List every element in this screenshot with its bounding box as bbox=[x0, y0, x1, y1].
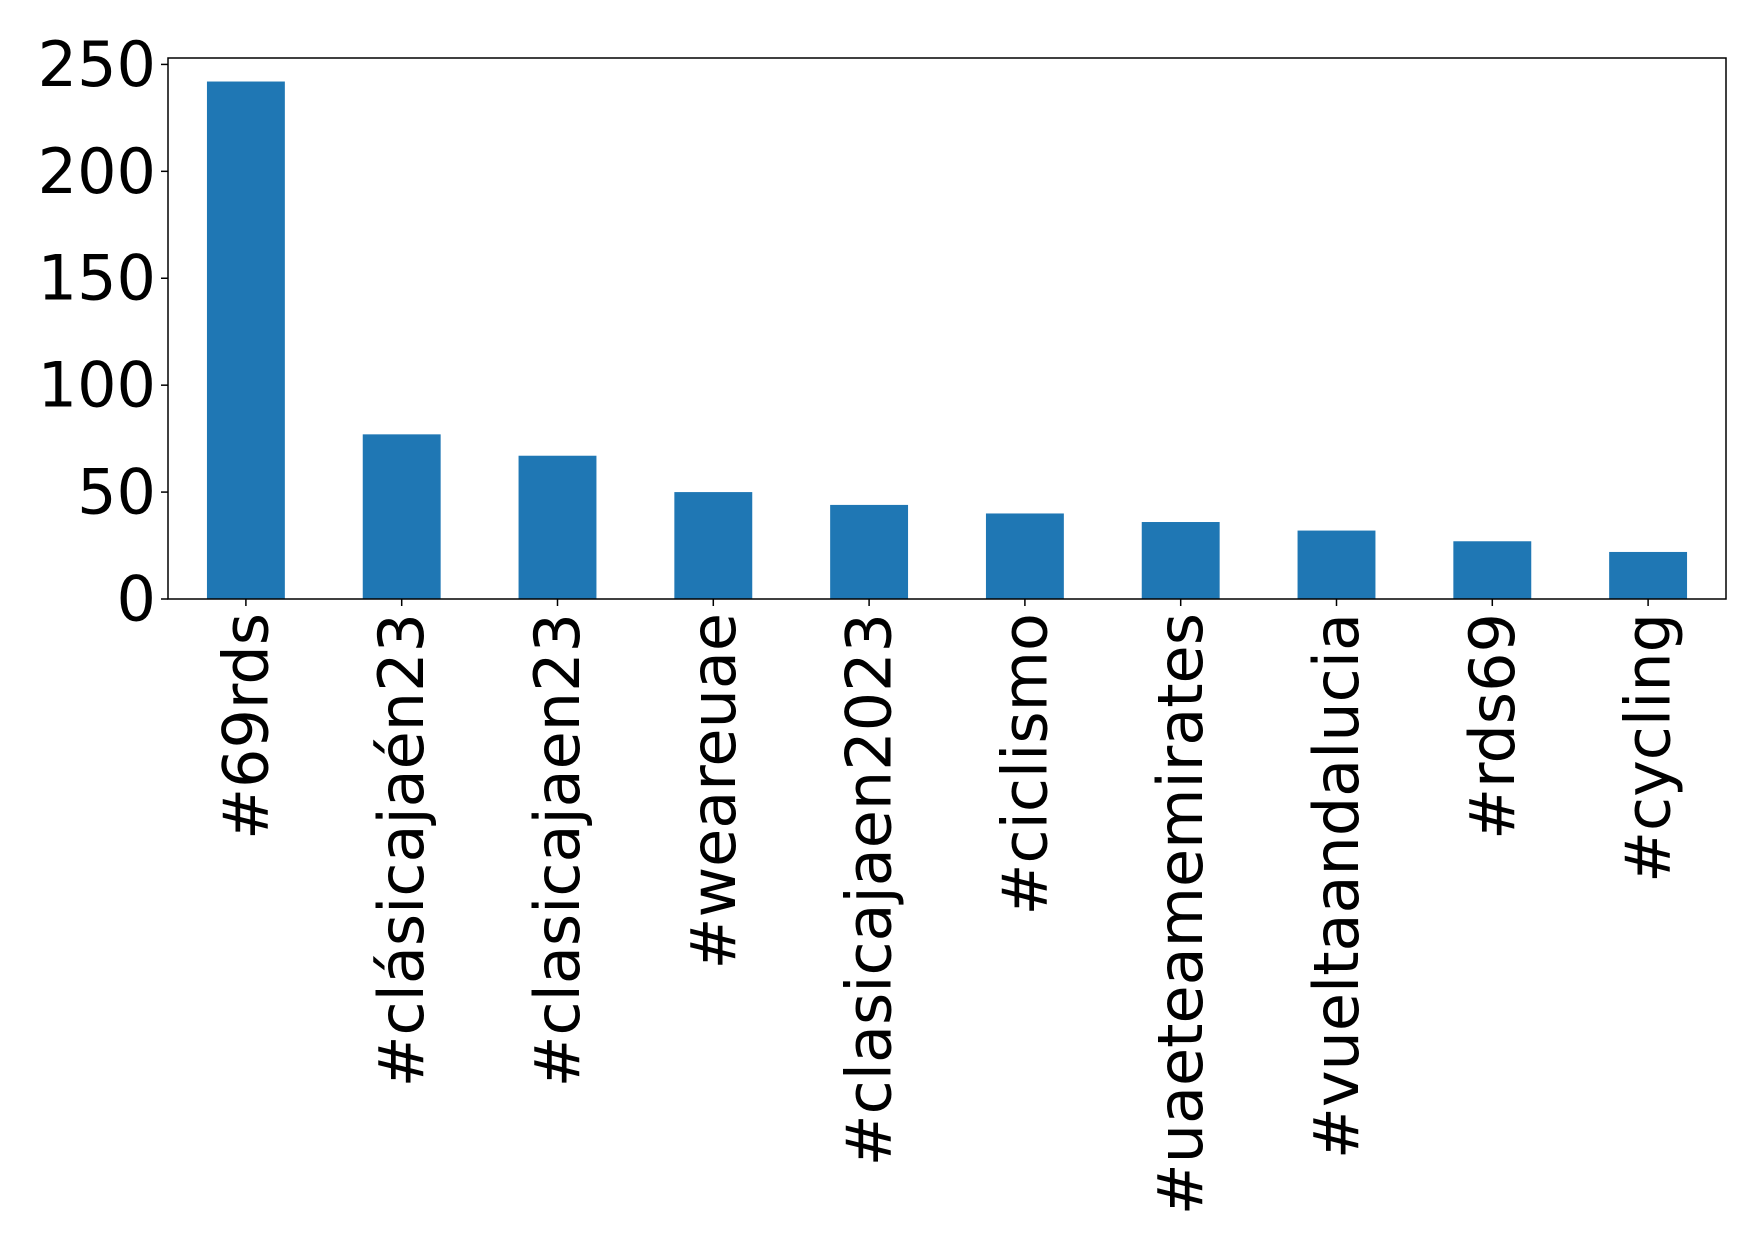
y-tick-label: 0 bbox=[117, 563, 156, 636]
x-tick-label: #weareuae bbox=[677, 613, 750, 970]
x-tick-label: #clasicajaen2023 bbox=[833, 613, 906, 1166]
bar-0 bbox=[206, 81, 285, 600]
y-axis: 0 50 100 150 200 250 bbox=[38, 28, 168, 636]
y-tick-label: 100 bbox=[38, 349, 156, 422]
x-tick-label: #rds69 bbox=[1456, 613, 1529, 840]
y-tick-label: 150 bbox=[38, 242, 156, 315]
bar-4 bbox=[830, 504, 909, 599]
bar-8 bbox=[1453, 541, 1532, 599]
plot-frame bbox=[167, 57, 1727, 600]
x-tick-label: #clásicajaén23 bbox=[365, 613, 438, 1087]
bar-9 bbox=[1609, 551, 1688, 599]
y-tick-label: 200 bbox=[38, 135, 156, 208]
x-tick-label: #ciclismo bbox=[988, 613, 1061, 915]
x-tick-label: #vueltaandalucia bbox=[1300, 613, 1373, 1159]
x-tick-label: #69rds bbox=[209, 613, 282, 840]
bar-5 bbox=[985, 513, 1064, 599]
bar-6 bbox=[1141, 522, 1220, 599]
y-tick-label: 50 bbox=[77, 456, 156, 529]
bar-2 bbox=[518, 455, 597, 599]
x-tick-label: #uaeteamemirates bbox=[1144, 613, 1217, 1215]
x-axis: #69rds #clásicajaén23 #clasicajaen23 #weare… bbox=[209, 599, 1685, 1215]
bar-1 bbox=[362, 434, 441, 599]
bars-group bbox=[206, 81, 1688, 600]
bar-3 bbox=[674, 492, 753, 599]
x-tick-label: #cycling bbox=[1612, 613, 1685, 883]
bar-7 bbox=[1297, 530, 1376, 599]
x-tick-label: #clasicajaen23 bbox=[521, 613, 594, 1087]
y-tick-label: 250 bbox=[38, 28, 156, 101]
